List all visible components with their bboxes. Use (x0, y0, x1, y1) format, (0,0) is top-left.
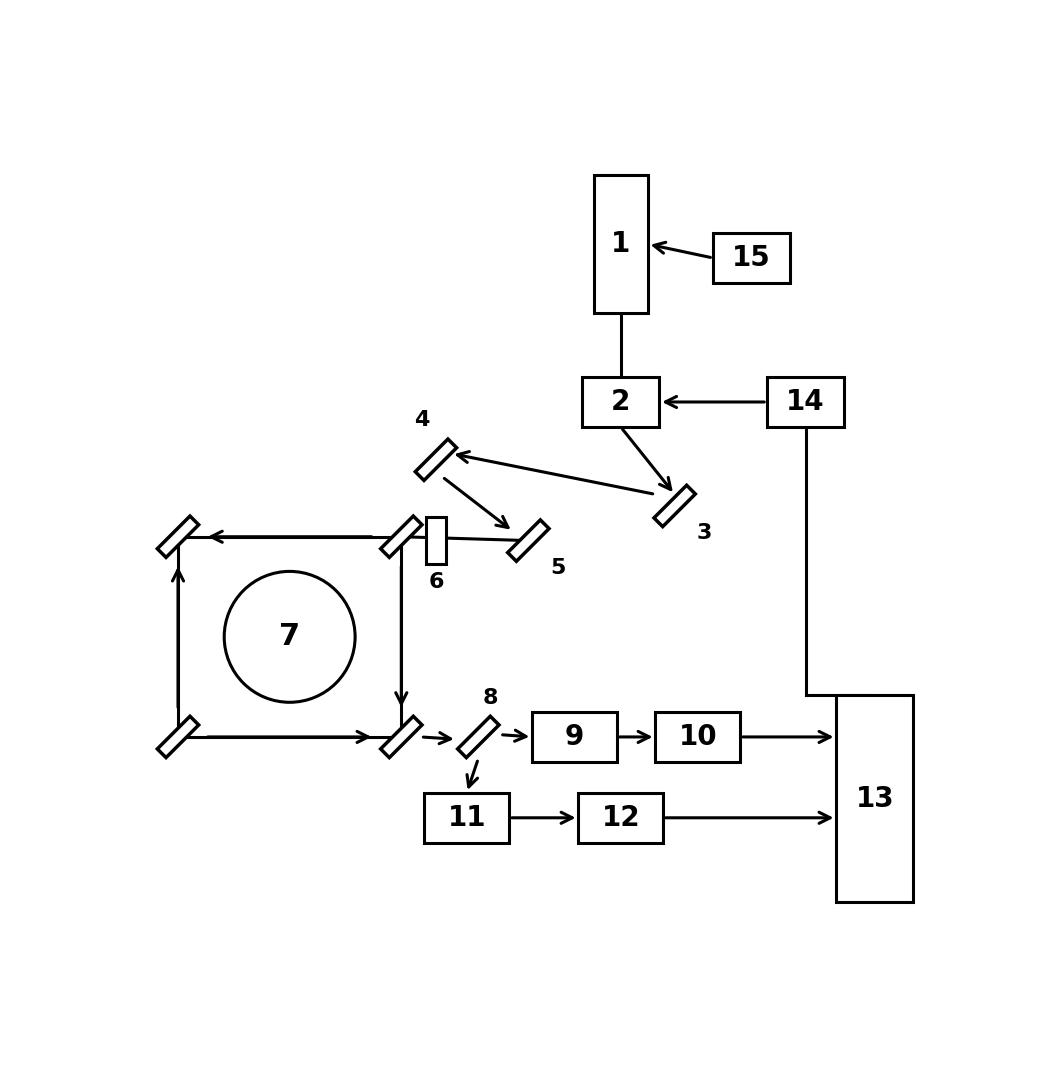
Text: 7: 7 (279, 623, 300, 652)
Bar (532, 712, 617, 762)
Text: 12: 12 (601, 804, 641, 832)
Bar (426, 517, 446, 565)
Text: 5: 5 (550, 557, 565, 578)
Text: 4: 4 (414, 411, 430, 431)
Text: 15: 15 (732, 244, 771, 272)
Text: 3: 3 (696, 523, 712, 542)
Text: 11: 11 (448, 804, 486, 832)
Text: 8: 8 (482, 687, 498, 708)
Bar (594, 175, 648, 313)
Polygon shape (157, 516, 199, 557)
Text: 9: 9 (565, 723, 584, 751)
Text: 6: 6 (428, 572, 444, 592)
Bar (713, 233, 791, 283)
Bar (655, 712, 741, 762)
Text: 2: 2 (611, 388, 631, 416)
Polygon shape (381, 516, 422, 557)
Polygon shape (157, 716, 199, 758)
Text: 13: 13 (855, 785, 894, 813)
Polygon shape (381, 716, 422, 758)
Polygon shape (458, 716, 499, 758)
Polygon shape (508, 520, 549, 562)
Polygon shape (654, 486, 696, 526)
Text: 10: 10 (679, 723, 717, 751)
Bar (836, 695, 913, 903)
Polygon shape (415, 440, 456, 480)
Bar (767, 377, 844, 427)
Bar (582, 377, 660, 427)
Bar (425, 793, 509, 843)
Text: 14: 14 (786, 388, 825, 416)
Text: 1: 1 (611, 230, 630, 258)
Bar (579, 793, 663, 843)
